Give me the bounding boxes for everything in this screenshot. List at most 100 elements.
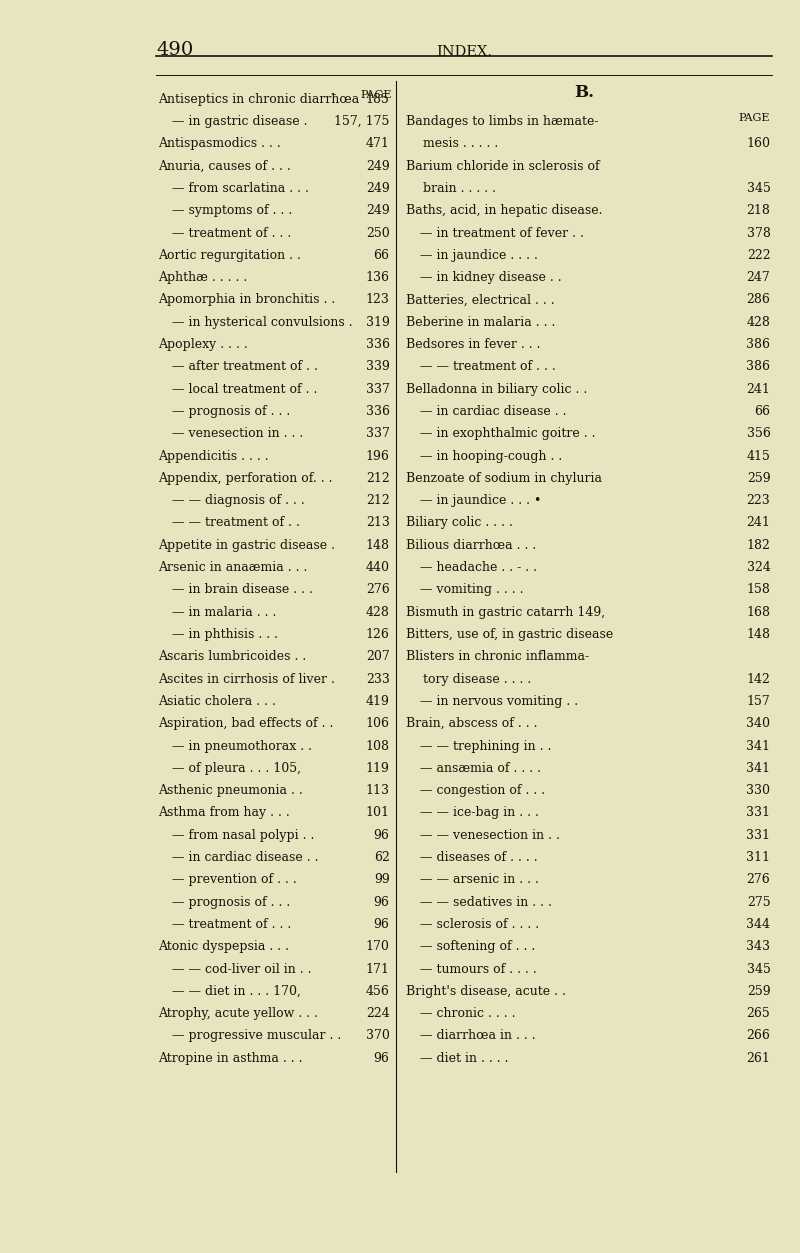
Text: — in pneumothorax . .: — in pneumothorax . . [172, 739, 312, 753]
Text: Ascites in cirrhosis of liver .: Ascites in cirrhosis of liver . [158, 673, 334, 685]
Text: — diarrhœa in . . .: — diarrhœa in . . . [420, 1030, 536, 1042]
Text: 286: 286 [746, 293, 770, 307]
Text: — in jaundice . . . .: — in jaundice . . . . [420, 249, 538, 262]
Text: — local treatment of . .: — local treatment of . . [172, 382, 318, 396]
Text: 171: 171 [366, 962, 390, 976]
Text: — — arsenic in . . .: — — arsenic in . . . [420, 873, 539, 886]
Text: Bitters, use of, in gastric disease: Bitters, use of, in gastric disease [406, 628, 613, 642]
Text: 223: 223 [746, 494, 770, 507]
Text: — prognosis of . . .: — prognosis of . . . [172, 896, 290, 908]
Text: Apoplexy . . . .: Apoplexy . . . . [158, 338, 247, 351]
Text: 212: 212 [366, 494, 390, 507]
Text: 157, 175: 157, 175 [334, 115, 390, 128]
Text: Aortic regurgitation . .: Aortic regurgitation . . [158, 249, 301, 262]
Text: 241: 241 [746, 382, 770, 396]
Text: 337: 337 [366, 382, 390, 396]
Text: 356: 356 [746, 427, 770, 440]
Text: 341: 341 [746, 762, 770, 774]
Text: 265: 265 [746, 1007, 770, 1020]
Text: 341: 341 [746, 739, 770, 753]
Text: 185: 185 [366, 93, 390, 105]
Text: — in treatment of fever . .: — in treatment of fever . . [420, 227, 584, 239]
Text: Blisters in chronic inflamma-: Blisters in chronic inflamma- [406, 650, 589, 663]
Text: 428: 428 [746, 316, 770, 328]
Text: 160: 160 [746, 138, 770, 150]
Text: 66: 66 [374, 249, 390, 262]
Text: — vomiting . . . .: — vomiting . . . . [420, 584, 523, 596]
Text: Anuria, causes of . . .: Anuria, causes of . . . [158, 159, 290, 173]
Text: Apomorphia in bronchitis . .: Apomorphia in bronchitis . . [158, 293, 335, 307]
Text: — of pleura . . . 105,: — of pleura . . . 105, [172, 762, 301, 774]
Text: 415: 415 [746, 450, 770, 462]
Text: 276: 276 [746, 873, 770, 886]
Text: — — diagnosis of . . .: — — diagnosis of . . . [172, 494, 305, 507]
Text: Barium chloride in sclerosis of: Barium chloride in sclerosis of [406, 159, 599, 173]
Text: 222: 222 [746, 249, 770, 262]
Text: — chronic . . . .: — chronic . . . . [420, 1007, 515, 1020]
Text: — — ice-bag in . . .: — — ice-bag in . . . [420, 807, 539, 819]
Text: — from scarlatina . . .: — from scarlatina . . . [172, 182, 309, 195]
Text: Atrophy, acute yellow . . .: Atrophy, acute yellow . . . [158, 1007, 318, 1020]
Text: — prognosis of . . .: — prognosis of . . . [172, 405, 290, 419]
Text: 340: 340 [746, 717, 770, 730]
Text: Bright's disease, acute . .: Bright's disease, acute . . [406, 985, 566, 997]
Text: — — venesection in . .: — — venesection in . . [420, 828, 560, 842]
Text: 428: 428 [366, 605, 390, 619]
Text: PAGE: PAGE [361, 90, 392, 100]
Text: 158: 158 [746, 584, 770, 596]
Text: 339: 339 [366, 361, 390, 373]
Text: — in phthisis . . .: — in phthisis . . . [172, 628, 278, 642]
Text: — tumours of . . . .: — tumours of . . . . [420, 962, 537, 976]
Text: brain . . . . .: brain . . . . . [423, 182, 496, 195]
Text: — in gastric disease .: — in gastric disease . [172, 115, 307, 128]
Text: 250: 250 [366, 227, 390, 239]
Text: — diet in . . . .: — diet in . . . . [420, 1051, 509, 1065]
Text: Brain, abscess of . . .: Brain, abscess of . . . [406, 717, 537, 730]
Text: 123: 123 [366, 293, 390, 307]
Text: tory disease . . . .: tory disease . . . . [423, 673, 531, 685]
Text: 331: 331 [746, 807, 770, 819]
Text: 490: 490 [156, 41, 194, 59]
Text: — — cod-liver oil in . .: — — cod-liver oil in . . [172, 962, 311, 976]
Text: 106: 106 [366, 717, 390, 730]
Text: Asthma from hay . . .: Asthma from hay . . . [158, 807, 290, 819]
Text: 213: 213 [366, 516, 390, 530]
Text: 261: 261 [746, 1051, 770, 1065]
Text: — — diet in . . . 170,: — — diet in . . . 170, [172, 985, 301, 997]
Text: 157: 157 [746, 695, 770, 708]
Text: 62: 62 [374, 851, 390, 865]
Text: — in hooping-cough . .: — in hooping-cough . . [420, 450, 562, 462]
Text: — in jaundice . . . •: — in jaundice . . . • [420, 494, 542, 507]
Text: 249: 249 [366, 159, 390, 173]
Text: 440: 440 [366, 561, 390, 574]
Text: 456: 456 [366, 985, 390, 997]
Text: 170: 170 [366, 940, 390, 954]
Text: 119: 119 [366, 762, 390, 774]
Text: 319: 319 [366, 316, 390, 328]
Text: mesis . . . . .: mesis . . . . . [423, 138, 498, 150]
Text: 247: 247 [746, 271, 770, 284]
Text: 218: 218 [746, 204, 770, 217]
Text: 96: 96 [374, 918, 390, 931]
Text: — diseases of . . . .: — diseases of . . . . [420, 851, 538, 865]
Text: 370: 370 [366, 1030, 390, 1042]
Text: — — sedatives in . . .: — — sedatives in . . . [420, 896, 552, 908]
Text: — treatment of . . .: — treatment of . . . [172, 227, 291, 239]
Text: 196: 196 [366, 450, 390, 462]
Text: 344: 344 [746, 918, 770, 931]
Text: Atropine in asthma . . .: Atropine in asthma . . . [158, 1051, 302, 1065]
Text: 96: 96 [374, 828, 390, 842]
Text: 259: 259 [746, 985, 770, 997]
Text: Baths, acid, in hepatic disease.: Baths, acid, in hepatic disease. [406, 204, 602, 217]
Text: 275: 275 [746, 896, 770, 908]
Text: — in cardiac disease . .: — in cardiac disease . . [420, 405, 566, 419]
Text: Bilious diarrhœa . . .: Bilious diarrhœa . . . [406, 539, 536, 551]
Text: 66: 66 [754, 405, 770, 419]
Text: — headache . . - . .: — headache . . - . . [420, 561, 537, 574]
Text: — ansæmia of . . . .: — ansæmia of . . . . [420, 762, 541, 774]
Text: 168: 168 [746, 605, 770, 619]
Text: 126: 126 [366, 628, 390, 642]
Text: 386: 386 [746, 338, 770, 351]
Text: — — treatment of . .: — — treatment of . . [172, 516, 300, 530]
Text: Aphthæ . . . . .: Aphthæ . . . . . [158, 271, 247, 284]
